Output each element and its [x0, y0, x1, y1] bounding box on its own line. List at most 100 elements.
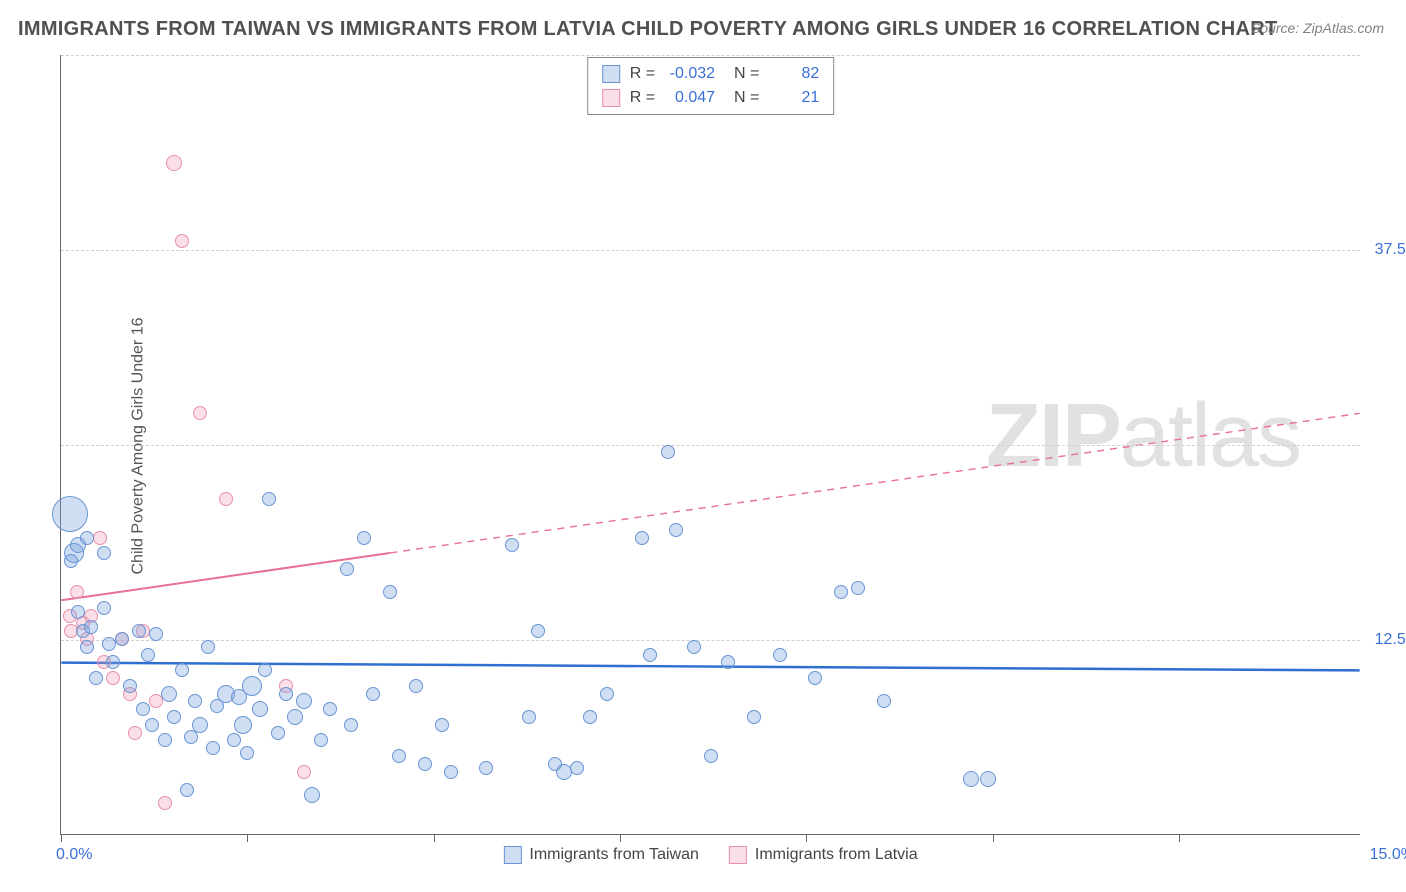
y-tick-label: 12.5%: [1375, 631, 1406, 649]
data-point-latvia: [297, 765, 311, 779]
data-point-taiwan: [184, 730, 198, 744]
x-tick: [434, 834, 435, 842]
data-point-taiwan: [505, 538, 519, 552]
data-point-taiwan: [97, 546, 111, 560]
data-point-latvia: [175, 234, 189, 248]
gridline: [61, 55, 1360, 56]
data-point-taiwan: [704, 749, 718, 763]
data-point-taiwan: [240, 746, 254, 760]
data-point-taiwan: [383, 585, 397, 599]
gridline: [61, 445, 1360, 446]
data-point-taiwan: [258, 663, 272, 677]
data-point-taiwan: [418, 757, 432, 771]
data-point-taiwan: [71, 605, 85, 619]
data-point-taiwan: [980, 771, 996, 787]
gridline: [61, 640, 1360, 641]
data-point-latvia: [128, 726, 142, 740]
data-point-taiwan: [531, 624, 545, 638]
data-point-latvia: [158, 796, 172, 810]
data-point-taiwan: [747, 710, 761, 724]
stats-box: R = -0.032 N = 82 R = 0.047 N = 21: [587, 57, 835, 115]
x-tick: [247, 834, 248, 842]
data-point-taiwan: [175, 663, 189, 677]
data-point-taiwan: [808, 671, 822, 685]
stat-r-taiwan: -0.032: [665, 62, 715, 86]
data-point-taiwan: [192, 717, 208, 733]
data-point-taiwan: [115, 632, 129, 646]
data-point-taiwan: [721, 655, 735, 669]
data-point-taiwan: [97, 601, 111, 615]
stat-n-label: N =: [725, 86, 759, 110]
x-tick-label: 15.0%: [1370, 846, 1406, 864]
legend-swatch-latvia: [729, 846, 747, 864]
data-point-taiwan: [409, 679, 423, 693]
legend-label-latvia: Immigrants from Latvia: [755, 846, 918, 864]
data-point-taiwan: [252, 701, 268, 717]
data-point-latvia: [219, 492, 233, 506]
data-point-taiwan: [661, 445, 675, 459]
data-point-taiwan: [357, 531, 371, 545]
watermark: ZIPatlas: [986, 385, 1300, 488]
plot-area: ZIPatlas R = -0.032 N = 82 R = 0.047 N =…: [60, 55, 1360, 835]
data-point-taiwan: [522, 710, 536, 724]
x-tick: [620, 834, 621, 842]
data-point-taiwan: [479, 761, 493, 775]
x-tick: [806, 834, 807, 842]
data-point-taiwan: [366, 687, 380, 701]
data-point-taiwan: [287, 709, 303, 725]
data-point-taiwan: [643, 648, 657, 662]
data-point-taiwan: [262, 492, 276, 506]
data-point-taiwan: [242, 676, 262, 696]
watermark-light: atlas: [1120, 386, 1300, 486]
data-point-taiwan: [570, 761, 584, 775]
data-point-latvia: [70, 585, 84, 599]
data-point-taiwan: [188, 694, 202, 708]
data-point-taiwan: [271, 726, 285, 740]
data-point-taiwan: [161, 686, 177, 702]
data-point-taiwan: [773, 648, 787, 662]
data-point-taiwan: [158, 733, 172, 747]
legend-item-taiwan: Immigrants from Taiwan: [503, 846, 699, 864]
data-point-latvia: [93, 531, 107, 545]
data-point-taiwan: [136, 702, 150, 716]
data-point-taiwan: [64, 554, 78, 568]
data-point-latvia: [193, 406, 207, 420]
data-point-taiwan: [180, 783, 194, 797]
data-point-taiwan: [314, 733, 328, 747]
stats-row-taiwan: R = -0.032 N = 82: [602, 62, 820, 86]
data-point-taiwan: [323, 702, 337, 716]
data-point-taiwan: [635, 531, 649, 545]
stat-r-label: R =: [630, 62, 655, 86]
data-point-taiwan: [52, 496, 88, 532]
gridline: [61, 250, 1360, 251]
data-point-taiwan: [206, 741, 220, 755]
data-point-taiwan: [145, 718, 159, 732]
data-point-taiwan: [304, 787, 320, 803]
stat-n-label: N =: [725, 62, 759, 86]
x-tick: [61, 834, 62, 842]
data-point-taiwan: [963, 771, 979, 787]
data-point-taiwan: [851, 581, 865, 595]
swatch-taiwan: [602, 65, 620, 83]
legend-item-latvia: Immigrants from Latvia: [729, 846, 918, 864]
y-tick-label: 37.5%: [1375, 241, 1406, 259]
data-point-taiwan: [227, 733, 241, 747]
data-point-taiwan: [583, 710, 597, 724]
data-point-taiwan: [167, 710, 181, 724]
data-point-taiwan: [340, 562, 354, 576]
data-point-taiwan: [234, 716, 252, 734]
legend: Immigrants from Taiwan Immigrants from L…: [503, 846, 917, 864]
data-point-taiwan: [80, 640, 94, 654]
data-point-taiwan: [669, 523, 683, 537]
legend-label-taiwan: Immigrants from Taiwan: [529, 846, 699, 864]
data-point-taiwan: [877, 694, 891, 708]
chart-title: IMMIGRANTS FROM TAIWAN VS IMMIGRANTS FRO…: [18, 18, 1278, 41]
stat-n-latvia: 21: [769, 86, 819, 110]
data-point-taiwan: [201, 640, 215, 654]
source-credit: Source: ZipAtlas.com: [1251, 20, 1384, 36]
data-point-taiwan: [279, 687, 293, 701]
stat-r-latvia: 0.047: [665, 86, 715, 110]
stat-r-label: R =: [630, 86, 655, 110]
data-point-taiwan: [123, 679, 137, 693]
data-point-taiwan: [296, 693, 312, 709]
